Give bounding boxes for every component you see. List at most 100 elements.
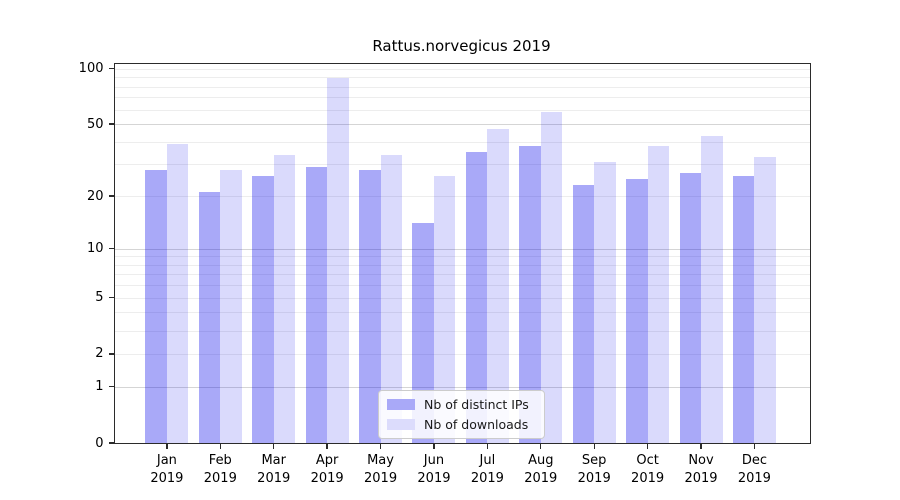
legend-label-downloads: Nb of downloads	[424, 417, 529, 432]
y-gridline-minor-80	[113, 86, 811, 88]
chart-title: Rattus.norvegicus 2019	[372, 37, 551, 55]
bar-downloads-jul	[487, 129, 509, 444]
y-tick-label-0: 0	[95, 435, 104, 451]
y-gridline-minor-3	[113, 330, 811, 332]
month-label-line1: Apr	[315, 453, 339, 468]
y-gridline-minor-7	[113, 274, 811, 276]
x-tick-mark-dec	[753, 444, 756, 449]
month-label-apr: Apr 2019	[295, 452, 359, 487]
plot-area	[113, 62, 811, 444]
month-label-line1: Mar	[261, 453, 286, 468]
bar-downloads-jan	[166, 143, 189, 444]
x-tick-mark-may	[379, 444, 382, 449]
bar-distinct-ips-jul	[465, 152, 488, 444]
y-gridline-minor-60	[113, 109, 811, 111]
month-label-line1: Oct	[636, 453, 659, 468]
y-gridline-minor-30	[113, 164, 811, 166]
month-label-line1: May	[367, 453, 394, 468]
month-label-line2: 2019	[737, 470, 771, 486]
month-label-line2: 2019	[310, 470, 344, 486]
y-tick-label-1: 1	[95, 379, 104, 395]
bar-distinct-ips-nov	[679, 172, 701, 444]
bar-downloads-feb	[220, 169, 242, 444]
month-label-mar: Mar 2019	[242, 452, 306, 487]
y-tick-label-50: 50	[86, 116, 104, 132]
x-tick-mark-jan	[166, 444, 168, 449]
x-tick-mark-apr	[326, 444, 328, 449]
month-label-aug: Aug 2019	[509, 452, 573, 487]
bar-downloads-dec	[754, 156, 776, 444]
month-label-line1: Nov	[688, 453, 714, 468]
bar-distinct-ips-jun	[412, 223, 434, 444]
x-tick-mark-jun	[433, 444, 435, 449]
x-tick-mark-sep	[593, 444, 595, 449]
month-label-jun: Jun 2019	[402, 452, 466, 487]
month-label-oct: Oct 2019	[616, 452, 680, 487]
y-gridline-minor-90	[113, 77, 811, 79]
y-tick-label-2: 2	[95, 346, 104, 362]
y-tick-mark-0	[108, 442, 114, 444]
month-label-sep: Sep 2019	[562, 452, 626, 487]
y-gridline-minor-8	[113, 264, 811, 266]
y-gridline-minor-2	[113, 353, 811, 355]
bar-distinct-ips-apr	[305, 167, 328, 444]
month-label-line1: Jun	[423, 453, 445, 468]
month-label-line2: 2019	[631, 470, 665, 486]
y-gridline-minor-20	[113, 196, 811, 198]
bar-downloads-oct	[647, 145, 670, 444]
bar-downloads-nov	[701, 136, 723, 444]
legend-item-distinct-ips: Nb of distinct IPs	[387, 397, 536, 412]
y-gridline-major-10	[113, 248, 811, 250]
y-gridline-minor-40	[113, 141, 811, 143]
month-label-line2: 2019	[150, 470, 184, 486]
y-tick-mark-20	[108, 195, 114, 197]
month-label-may: May 2019	[349, 452, 413, 487]
month-label-line1: Aug	[528, 453, 554, 468]
month-label-line1: Sep	[581, 453, 607, 468]
bar-downloads-jun	[433, 175, 456, 444]
y-tick-mark-5	[108, 297, 114, 299]
bar-distinct-ips-sep	[572, 185, 595, 444]
x-tick-mark-aug	[540, 444, 542, 449]
y-gridline-minor-100	[113, 68, 811, 70]
month-label-line2: 2019	[524, 470, 558, 486]
month-label-line2: 2019	[470, 470, 504, 486]
month-label-line2: 2019	[364, 470, 398, 486]
legend-label-distinct-ips: Nb of distinct IPs	[424, 397, 529, 412]
x-tick-mark-feb	[219, 444, 221, 449]
bar-distinct-ips-oct	[626, 178, 648, 444]
month-label-line1: Feb	[208, 453, 232, 468]
y-gridline-major-1	[113, 386, 811, 388]
y-gridline-minor-6	[113, 285, 811, 287]
month-label-line2: 2019	[417, 470, 451, 486]
bar-distinct-ips-mar	[252, 175, 274, 444]
y-tick-mark-1	[108, 386, 114, 388]
y-tick-mark-100	[108, 68, 114, 70]
x-tick-mark-jul	[486, 444, 489, 449]
x-tick-mark-oct	[646, 444, 649, 449]
month-label-line2: 2019	[684, 470, 718, 486]
bar-distinct-ips-jan	[145, 169, 167, 444]
month-label-jan: Jan 2019	[135, 452, 199, 487]
month-label-line2: 2019	[577, 470, 611, 486]
bar-distinct-ips-feb	[198, 192, 221, 444]
y-gridline-minor-9	[113, 256, 811, 258]
y-tick-mark-2	[108, 353, 114, 355]
month-label-line2: 2019	[203, 470, 237, 486]
month-label-line1: Dec	[741, 453, 767, 468]
y-tick-label-5: 5	[95, 290, 104, 306]
y-gridline-minor-4	[113, 312, 811, 314]
bar-downloads-may	[380, 154, 403, 444]
month-label-line1: Jan	[156, 453, 177, 468]
bar-downloads-aug	[540, 112, 563, 444]
y-gridline-minor-5	[113, 297, 811, 299]
month-label-line2: 2019	[257, 470, 291, 486]
legend-swatch-distinct-ips	[387, 399, 415, 410]
bar-distinct-ips-dec	[732, 175, 755, 444]
legend-swatch-downloads	[387, 419, 415, 430]
y-tick-label-20: 20	[86, 188, 104, 204]
y-tick-mark-10	[108, 247, 114, 250]
y-tick-label-10: 10	[86, 241, 104, 256]
month-label-dec: Dec 2019	[722, 452, 786, 487]
